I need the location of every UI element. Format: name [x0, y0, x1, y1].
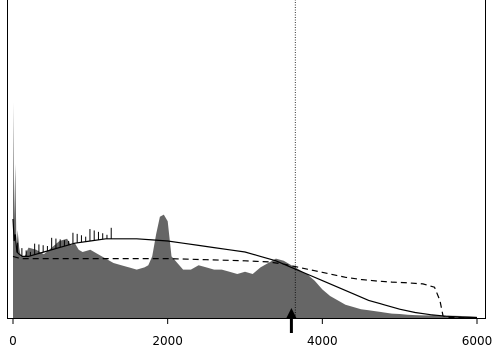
x-axis: 0 2000 4000 6000	[9, 319, 492, 348]
marker-layer	[286, 0, 297, 333]
solid-line-series-1	[12, 218, 478, 319]
area-series-0	[13, 102, 477, 319]
x-tick-label: 4000	[307, 334, 338, 348]
area-layer	[13, 102, 477, 319]
x-tick-label: 0	[9, 334, 17, 348]
line-layer	[12, 218, 478, 319]
dashed-line-series-2	[12, 255, 477, 319]
x-tick-label: 6000	[462, 334, 492, 348]
spike-layer	[17, 227, 112, 257]
x-tick-label: 2000	[152, 334, 183, 348]
arrow-marker-icon	[286, 308, 297, 318]
plot-frame	[7, 0, 486, 319]
